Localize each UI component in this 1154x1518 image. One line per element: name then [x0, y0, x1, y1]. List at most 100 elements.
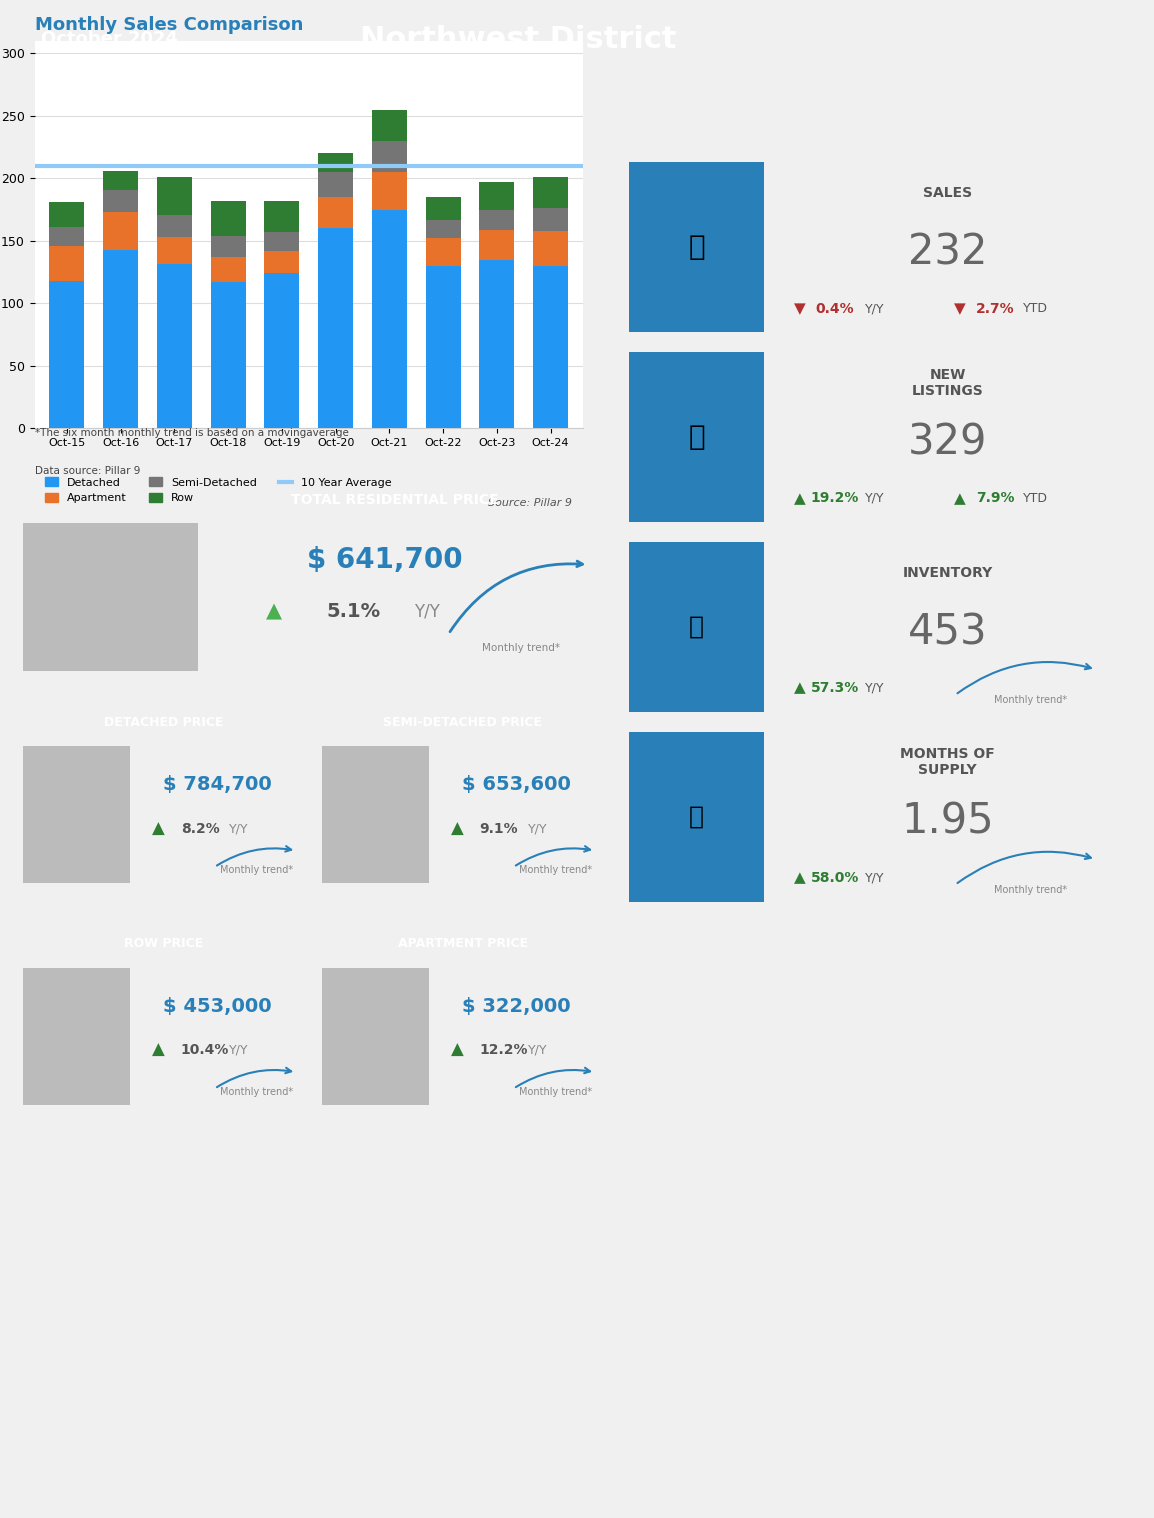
Bar: [533, 231, 568, 266]
Text: DETACHED PRICE: DETACHED PRICE: [104, 716, 224, 729]
Bar: [319, 172, 353, 197]
Text: ▲: ▲: [794, 490, 805, 505]
Bar: [264, 273, 299, 428]
Bar: [319, 153, 353, 172]
Text: October 2024: October 2024: [42, 30, 178, 49]
Bar: [533, 208, 568, 231]
FancyBboxPatch shape: [23, 747, 130, 883]
Bar: [50, 228, 84, 246]
Text: ▲: ▲: [954, 490, 966, 505]
Bar: [319, 228, 353, 428]
Text: 9.1%: 9.1%: [480, 821, 518, 835]
FancyBboxPatch shape: [629, 352, 764, 522]
Text: ▲: ▲: [794, 680, 805, 695]
Text: 19.2%: 19.2%: [810, 492, 859, 505]
Text: 🏷: 🏷: [689, 615, 704, 639]
Text: ▲: ▲: [152, 1041, 165, 1060]
Bar: [157, 264, 192, 428]
Text: Monthly trend*: Monthly trend*: [220, 865, 293, 876]
Text: 57.3%: 57.3%: [810, 682, 859, 695]
Bar: [479, 229, 515, 260]
Text: SEMI-DETACHED PRICE: SEMI-DETACHED PRICE: [383, 716, 542, 729]
Text: Monthly Sales Comparison: Monthly Sales Comparison: [35, 15, 304, 33]
Text: ▲: ▲: [451, 820, 464, 838]
Bar: [211, 257, 246, 282]
Legend: Detached, Apartment, Semi-Detached, Row, 10 Year Average: Detached, Apartment, Semi-Detached, Row,…: [40, 474, 397, 507]
Text: Northwest District: Northwest District: [360, 24, 676, 55]
Text: Y/Y: Y/Y: [527, 823, 547, 835]
Text: Monthly trend*: Monthly trend*: [994, 885, 1067, 896]
Text: ▲: ▲: [265, 603, 282, 622]
Bar: [264, 200, 299, 232]
Text: 5.1%: 5.1%: [327, 603, 381, 621]
Bar: [372, 141, 406, 172]
Bar: [103, 213, 138, 249]
Text: YTD: YTD: [1024, 302, 1048, 316]
Text: Y/Y: Y/Y: [866, 302, 885, 316]
Bar: [479, 260, 515, 428]
FancyBboxPatch shape: [322, 968, 429, 1105]
Text: 📅: 📅: [689, 805, 704, 829]
Text: 232: 232: [908, 232, 988, 273]
FancyBboxPatch shape: [629, 732, 764, 902]
Text: Data source: Pillar 9: Data source: Pillar 9: [35, 466, 140, 477]
Text: NEW
LISTINGS: NEW LISTINGS: [912, 367, 983, 398]
Text: $ 784,700: $ 784,700: [163, 776, 271, 794]
Bar: [264, 232, 299, 250]
Bar: [426, 266, 460, 428]
Bar: [157, 214, 192, 237]
Text: 58.0%: 58.0%: [810, 871, 859, 885]
Text: Y/Y: Y/Y: [866, 871, 885, 885]
Bar: [372, 109, 406, 141]
Bar: [157, 237, 192, 264]
Bar: [426, 220, 460, 238]
Bar: [372, 209, 406, 428]
Text: ▼: ▼: [794, 301, 805, 316]
Text: 1.95: 1.95: [901, 802, 994, 842]
Text: SALES: SALES: [923, 187, 973, 200]
FancyBboxPatch shape: [322, 747, 429, 883]
Text: 🔑: 🔑: [689, 234, 705, 261]
Text: Y/Y: Y/Y: [228, 1044, 248, 1057]
FancyBboxPatch shape: [23, 968, 130, 1105]
Text: INVENTORY: INVENTORY: [902, 566, 992, 580]
Text: Monthly trend*: Monthly trend*: [220, 1087, 293, 1098]
Text: Monthly trend*: Monthly trend*: [519, 1087, 592, 1098]
Text: ▲: ▲: [794, 870, 805, 885]
Text: ▲: ▲: [152, 820, 165, 838]
Text: Y/Y: Y/Y: [866, 682, 885, 695]
Bar: [103, 249, 138, 428]
Text: 10.4%: 10.4%: [181, 1043, 230, 1057]
Text: $ 453,000: $ 453,000: [163, 997, 271, 1016]
Bar: [479, 182, 515, 209]
Text: $ 641,700: $ 641,700: [307, 546, 463, 574]
Text: $ 322,000: $ 322,000: [462, 997, 570, 1016]
Text: Monthly trend*: Monthly trend*: [482, 644, 561, 653]
Bar: [264, 250, 299, 273]
Text: ▼: ▼: [954, 301, 966, 316]
Bar: [533, 178, 568, 208]
FancyBboxPatch shape: [23, 524, 198, 671]
Text: ROW PRICE: ROW PRICE: [125, 938, 203, 950]
Bar: [103, 190, 138, 213]
Text: 8.2%: 8.2%: [181, 821, 219, 835]
Text: Y/Y: Y/Y: [866, 492, 885, 505]
Text: $ 653,600: $ 653,600: [462, 776, 571, 794]
Bar: [479, 209, 515, 229]
Text: YTD: YTD: [1024, 492, 1048, 505]
Text: ▲: ▲: [451, 1041, 464, 1060]
Bar: [426, 197, 460, 220]
Bar: [103, 172, 138, 190]
Text: 0.4%: 0.4%: [816, 302, 854, 316]
Bar: [50, 281, 84, 428]
Text: 🏠: 🏠: [689, 424, 705, 451]
Bar: [211, 282, 246, 428]
Bar: [50, 246, 84, 281]
Bar: [211, 200, 246, 235]
Text: MONTHS OF
SUPPLY: MONTHS OF SUPPLY: [900, 747, 995, 777]
Bar: [50, 202, 84, 228]
FancyBboxPatch shape: [629, 542, 764, 712]
Text: *The six month monthly trend is based on a movingaverage: *The six month monthly trend is based on…: [35, 428, 349, 439]
Text: Source: Pillar 9: Source: Pillar 9: [488, 498, 572, 507]
Bar: [157, 178, 192, 214]
